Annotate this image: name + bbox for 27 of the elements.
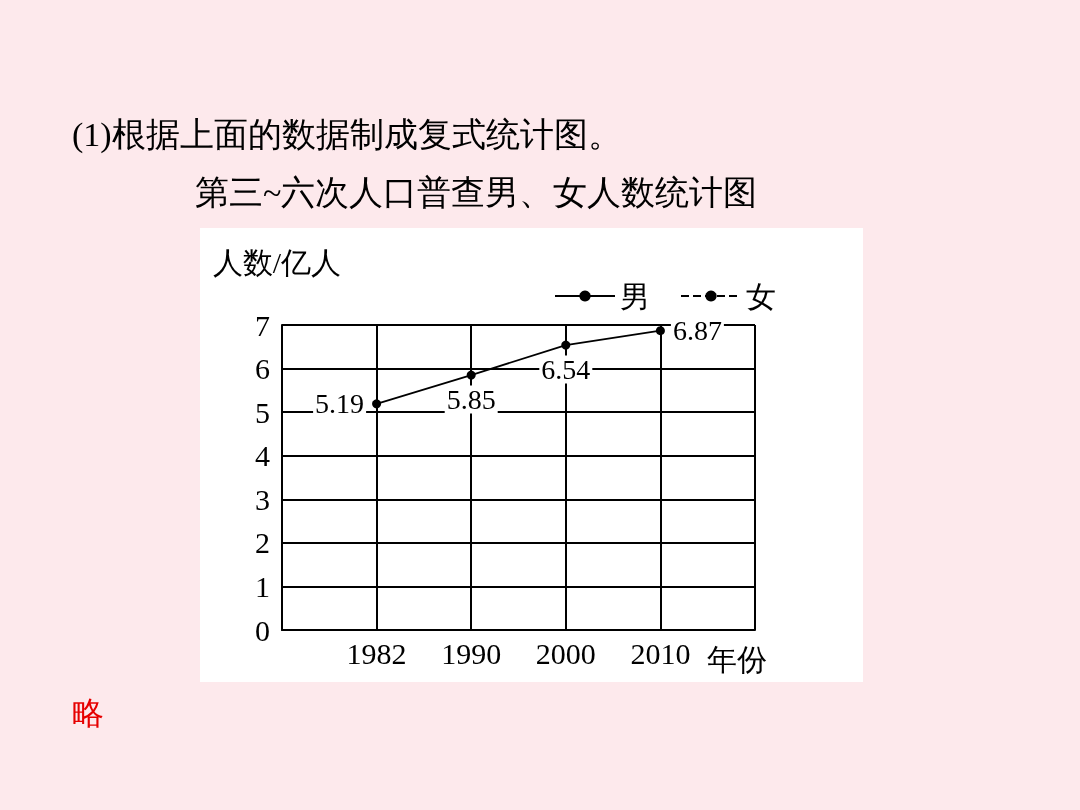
y-tick-label: 3 bbox=[255, 482, 270, 516]
y-tick-label: 7 bbox=[255, 308, 270, 342]
x-tick-label: 1990 bbox=[441, 636, 502, 670]
point bbox=[466, 370, 476, 380]
text: (1)根据上面的数据制成复式统计图。 bbox=[72, 115, 622, 155]
data-label: 5.19 bbox=[315, 388, 365, 420]
y-tick-label: 4 bbox=[255, 439, 270, 473]
data-label: 6.87 bbox=[672, 315, 722, 347]
x-axis-title: 年份 bbox=[707, 642, 767, 676]
legend-label: 男 bbox=[620, 279, 650, 313]
legend-label: 女 bbox=[746, 279, 776, 313]
y-tick-label: 2 bbox=[255, 526, 270, 560]
data-label: 5.85 bbox=[446, 384, 496, 416]
y-tick-label: 1 bbox=[255, 569, 270, 603]
y-tick-label: 6 bbox=[255, 352, 270, 386]
text: 略 bbox=[72, 694, 104, 733]
chart-title: 第三~六次人口普查男、女人数统计图 bbox=[195, 173, 758, 213]
x-tick-label: 2010 bbox=[630, 636, 691, 670]
y-axis-title: 人数/亿人 bbox=[212, 245, 342, 279]
data-label: 6.54 bbox=[541, 354, 591, 386]
point bbox=[372, 399, 382, 409]
point bbox=[561, 340, 571, 350]
y-tick-label: 0 bbox=[255, 613, 270, 647]
x-tick-label: 2000 bbox=[535, 636, 596, 670]
point bbox=[655, 326, 665, 336]
x-tick-label: 1982 bbox=[346, 636, 407, 670]
y-tick-label: 5 bbox=[255, 395, 270, 429]
